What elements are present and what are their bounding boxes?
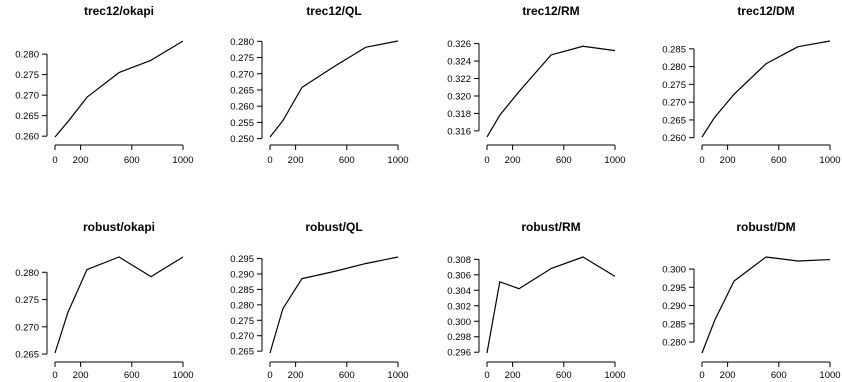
panel-5-y-tick-label: 0.275 xyxy=(15,295,39,306)
panel-3-y-tick-label: 0.316 xyxy=(447,126,471,137)
panel-4-y-tick-label: 0.285 xyxy=(662,44,686,55)
panel-8-y-tick-label: 0.295 xyxy=(662,283,686,294)
panel-3-y-tick-label: 0.318 xyxy=(447,109,471,120)
panel-5-y-tick-label: 0.280 xyxy=(15,268,39,279)
panel-2-y-tick-label: 0.260 xyxy=(230,102,254,113)
panel-4-x-tick-label: 0 xyxy=(699,155,704,166)
panel-5-x-tick-label: 200 xyxy=(73,370,89,381)
panel-3-y-tick-label: 0.326 xyxy=(447,39,471,50)
panel-4-y-tick-label: 0.265 xyxy=(662,115,686,126)
panel-8-x-tick-label: 200 xyxy=(720,370,736,381)
panel-3-y-tick-label: 0.322 xyxy=(447,74,471,85)
panel-1-y-tick-label: 0.265 xyxy=(15,111,39,122)
panel-7-y-tick-label: 0.306 xyxy=(447,270,471,281)
panel-4-y-tick-label: 0.280 xyxy=(662,62,686,73)
panel-3-y-tick-label: 0.324 xyxy=(447,57,471,68)
panel-4-x-tick-label: 1000 xyxy=(819,155,840,166)
panel-2-x-tick-label: 200 xyxy=(288,155,304,166)
panel-7-x-tick-label: 1000 xyxy=(604,370,625,381)
panel-2-y-tick-label: 0.280 xyxy=(230,37,254,48)
panel-8-y-tick-label: 0.290 xyxy=(662,301,686,312)
panel-7-title: robust/RM xyxy=(521,220,580,234)
panel-5-series-line xyxy=(54,256,184,354)
panel-7-y-tick-label: 0.300 xyxy=(447,317,471,328)
panel-8-x-tick-label: 600 xyxy=(771,370,787,381)
panel-2-y-tick-label: 0.250 xyxy=(230,134,254,145)
panel-8-x-tick-label: 0 xyxy=(699,370,704,381)
panel-8-y-tick-label: 0.280 xyxy=(662,338,686,349)
panel-4-y-tick-label: 0.275 xyxy=(662,80,686,91)
panel-8-x-tick-label: 1000 xyxy=(819,370,840,381)
panel-5-x-tick-label: 600 xyxy=(124,370,140,381)
panel-7-y-tick-label: 0.304 xyxy=(447,286,471,297)
panel-8-series-line xyxy=(701,256,831,354)
panel-6-y-tick-label: 0.265 xyxy=(230,347,254,358)
panel-4-y-tick-label: 0.270 xyxy=(662,98,686,109)
panel-8-title: robust/DM xyxy=(736,220,795,234)
panel-6-y-tick-label: 0.270 xyxy=(230,331,254,342)
panel-1-y-tick-label: 0.275 xyxy=(15,70,39,81)
panel-4-x-tick-label: 600 xyxy=(771,155,787,166)
panel-1-title: trec12/okapi xyxy=(84,4,154,18)
panel-7-y-tick-label: 0.308 xyxy=(447,255,471,266)
panel-1-y-tick-label: 0.260 xyxy=(15,132,39,143)
panel-6-y-tick-label: 0.280 xyxy=(230,300,254,311)
panel-1-x-tick-label: 0 xyxy=(52,155,57,166)
panel-3-x-tick-label: 0 xyxy=(484,155,489,166)
panel-1-y-tick-label: 0.270 xyxy=(15,91,39,102)
panel-3-title: trec12/RM xyxy=(522,4,579,18)
panel-6-y-tick-label: 0.290 xyxy=(230,269,254,280)
panel-5-title: robust/okapi xyxy=(83,220,155,234)
panel-3-x-tick-label: 600 xyxy=(556,155,572,166)
panel-3-x-tick-label: 200 xyxy=(505,155,521,166)
panel-2-x-tick-label: 1000 xyxy=(387,155,408,166)
panel-7-x-tick-label: 0 xyxy=(484,370,489,381)
panel-4-title: trec12/DM xyxy=(737,4,794,18)
panel-2-x-tick-label: 0 xyxy=(267,155,272,166)
panel-4-y-tick-label: 0.260 xyxy=(662,133,686,144)
panel-3-x-tick-label: 1000 xyxy=(604,155,625,166)
panel-7-series-line xyxy=(486,256,616,354)
panel-7-x-tick-label: 600 xyxy=(556,370,572,381)
panel-1-x-tick-label: 1000 xyxy=(172,155,193,166)
panel-1-series-line xyxy=(54,40,184,138)
panel-5-y-tick-label: 0.270 xyxy=(15,322,39,333)
panel-6-y-tick-label: 0.275 xyxy=(230,316,254,327)
panel-3-series-line xyxy=(486,45,616,138)
panel-6-x-tick-label: 1000 xyxy=(387,370,408,381)
panel-1-x-tick-label: 200 xyxy=(73,155,89,166)
panel-8-y-tick-label: 0.285 xyxy=(662,319,686,330)
panel-2-x-tick-label: 600 xyxy=(339,155,355,166)
panel-7-y-tick-label: 0.302 xyxy=(447,301,471,312)
panel-7-x-tick-label: 200 xyxy=(505,370,521,381)
panel-6-y-tick-label: 0.295 xyxy=(230,254,254,265)
panel-8-y-tick-label: 0.300 xyxy=(662,265,686,276)
panel-4-x-tick-label: 200 xyxy=(720,155,736,166)
panel-2-y-tick-label: 0.255 xyxy=(230,118,254,129)
panel-2-y-tick-label: 0.275 xyxy=(230,53,254,64)
panel-6-y-tick-label: 0.285 xyxy=(230,285,254,296)
panel-2-series-line xyxy=(269,40,399,138)
panel-2-title: trec12/QL xyxy=(306,4,361,18)
panel-2-y-tick-label: 0.265 xyxy=(230,85,254,96)
panel-1-y-tick-label: 0.280 xyxy=(15,50,39,61)
panel-6-x-tick-label: 0 xyxy=(267,370,272,381)
panel-5-x-tick-label: 1000 xyxy=(172,370,193,381)
panel-1-x-tick-label: 600 xyxy=(124,155,140,166)
panel-3-y-tick-label: 0.320 xyxy=(447,91,471,102)
panel-7-y-tick-label: 0.296 xyxy=(447,348,471,359)
panel-6-title: robust/QL xyxy=(305,220,362,234)
panel-5-x-tick-label: 0 xyxy=(52,370,57,381)
panel-2-y-tick-label: 0.270 xyxy=(230,69,254,80)
panel-6-series-line xyxy=(269,256,399,354)
panel-5-y-tick-label: 0.265 xyxy=(15,350,39,361)
panel-6-x-tick-label: 600 xyxy=(339,370,355,381)
panel-6-x-tick-label: 200 xyxy=(288,370,304,381)
panel-4-series-line xyxy=(701,40,831,138)
panel-7-y-tick-label: 0.298 xyxy=(447,332,471,343)
